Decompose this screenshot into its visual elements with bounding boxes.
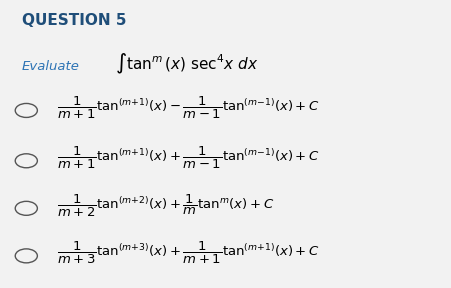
Text: QUESTION 5: QUESTION 5 (22, 13, 126, 28)
Text: $\int \tan^{m}(x)\ \mathrm{sec}^{4}x\ dx$: $\int \tan^{m}(x)\ \mathrm{sec}^{4}x\ dx… (115, 52, 258, 76)
Text: $\dfrac{1}{m+1}\tan^{(m+1)}\!(x) + \dfrac{1}{m-1}\tan^{(m-1)}\!(x) + C$: $\dfrac{1}{m+1}\tan^{(m+1)}\!(x) + \dfra… (57, 145, 320, 171)
Text: $\dfrac{1}{m+1}\tan^{(m+1)}\!(x) - \dfrac{1}{m-1}\tan^{(m-1)}\!(x) + C$: $\dfrac{1}{m+1}\tan^{(m+1)}\!(x) - \dfra… (57, 94, 320, 121)
Text: Evaluate: Evaluate (22, 60, 80, 73)
Text: $\dfrac{1}{m+3}\tan^{(m+3)}\!(x) + \dfrac{1}{m+1}\tan^{(m+1)}\!(x) + C$: $\dfrac{1}{m+3}\tan^{(m+3)}\!(x) + \dfra… (57, 240, 320, 266)
Text: $\dfrac{1}{m+2}\tan^{(m+2)}\!(x) + \dfrac{1}{m}\tan^{m}\!(x) + C$: $\dfrac{1}{m+2}\tan^{(m+2)}\!(x) + \dfra… (57, 192, 275, 219)
